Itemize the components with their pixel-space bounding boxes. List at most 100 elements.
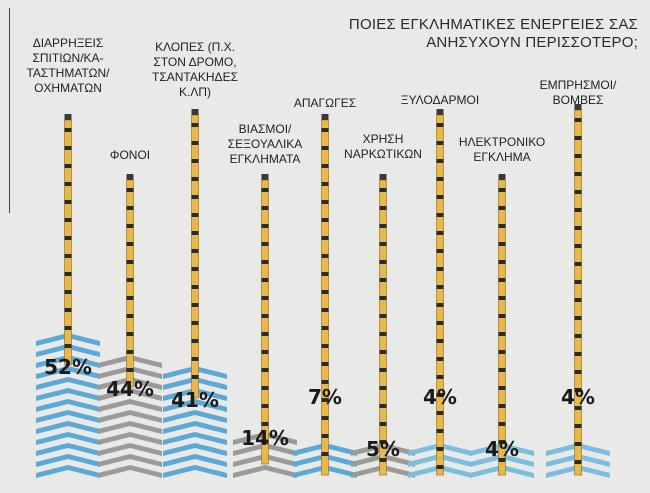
pencil-stripe xyxy=(191,321,199,325)
pencil-stripe xyxy=(379,278,387,282)
pencil-stripe xyxy=(321,218,329,222)
pencil-cap xyxy=(574,104,582,110)
category-label: ΧΡΗΣΗ ΝΑΡΚΩΤΙΚΩΝ xyxy=(344,132,422,162)
category-label-line: ΕΓΚΛΗΜΑΤΑ xyxy=(229,152,301,166)
pencil-stripe xyxy=(321,362,329,366)
chart-title-line-2: ΑΝΗΣΥΧΟΥΝ ΠΕΡΙΣΣΟΤΕΡΟ; xyxy=(426,34,638,51)
category-label: ΑΠΑΓΩΓΕΣ xyxy=(294,96,356,111)
pencil-stripe xyxy=(126,368,134,372)
pencil-stripe xyxy=(261,188,269,192)
pencil-stripe xyxy=(574,244,582,248)
value-label: 4% xyxy=(423,385,457,409)
pencil-stripe xyxy=(379,386,387,390)
pencil-cap xyxy=(64,114,72,120)
pencil-4 xyxy=(321,114,329,476)
pencil-stripe xyxy=(261,242,269,246)
pencil-stripe xyxy=(379,458,387,462)
pencil-body xyxy=(191,114,199,399)
pencil-stripe xyxy=(64,272,72,276)
pencil-cap xyxy=(436,109,444,115)
pencil-stripe xyxy=(126,314,134,318)
pencil-stripe xyxy=(574,172,582,176)
bar-chevron xyxy=(36,454,100,467)
bar-chevron xyxy=(36,388,100,401)
pencil-stripe xyxy=(574,388,582,392)
pencil-stripe xyxy=(191,123,199,127)
category-label-line: ΣΕΞΟΥΑΛΙΚΑ xyxy=(227,137,303,151)
category-label-line: ΝΑΡΚΩΤΙΚΩΝ xyxy=(344,147,422,161)
pencil-stripe xyxy=(436,339,444,343)
bar-chevron xyxy=(98,399,162,412)
category-label-line: ΔΙΑΡΡΗΞΕΙΣ xyxy=(32,36,104,50)
pencil-stripe xyxy=(191,213,199,217)
category-label-line: ΚΛΟΠΕΣ (Π.Χ. xyxy=(155,40,235,54)
pencil-stripe xyxy=(436,249,444,253)
pencil-cap xyxy=(126,174,134,180)
pencil-stripe xyxy=(126,332,134,336)
value-label: 14% xyxy=(241,426,289,450)
bar-chevron xyxy=(163,421,227,434)
pencil-stripe xyxy=(64,290,72,294)
pencil-cap xyxy=(498,174,506,180)
pencil-stripe xyxy=(379,314,387,318)
bar-chevron xyxy=(98,454,162,467)
chart-title: ΠΟΙΕΣ ΕΓΚΛΗΜΑΤΙΚΕΣ ΕΝΕΡΓΕΙΕΣ ΣΑΣ ΑΝΗΣΥΧΟ… xyxy=(338,16,638,52)
pencil-stripe xyxy=(64,128,72,132)
pencil-stripe xyxy=(574,460,582,464)
pencil-stripe xyxy=(498,368,506,372)
pencil-body xyxy=(574,109,582,476)
category-label-line: ΣΤΟΝ ΔΡΟΜΟ, xyxy=(153,55,237,69)
value-label: 41% xyxy=(171,388,219,412)
pencil-stripe xyxy=(574,136,582,140)
value-label: 52% xyxy=(44,355,92,379)
pencil-stripe xyxy=(321,236,329,240)
pencil-stripe xyxy=(436,267,444,271)
category-label: ΞΥΛΟΔΑΡΜΟΙ xyxy=(401,93,479,108)
pencil-stripe xyxy=(191,303,199,307)
pencil-stripe xyxy=(498,260,506,264)
category-label: ΗΛΕΚΤΡΟΝΙΚΟ ΕΓΚΛΗΜΑ xyxy=(459,135,545,165)
category-label-line: ΗΛΕΚΤΡΟΝΙΚΟ xyxy=(458,135,546,149)
pencil-stripe xyxy=(64,182,72,186)
pencil-3 xyxy=(261,174,269,465)
pencil-stripe xyxy=(574,352,582,356)
pencil-stripe xyxy=(379,332,387,336)
pencil-stripe xyxy=(321,182,329,186)
pencil-stripe xyxy=(379,260,387,264)
pencil-stripe xyxy=(191,267,199,271)
category-label-line: ΦΟΝΟΙ xyxy=(109,148,151,162)
pencil-body xyxy=(126,179,134,388)
pencil-stripe xyxy=(436,285,444,289)
pencil-body xyxy=(436,114,444,476)
bar-chevron xyxy=(163,399,227,412)
category-label-line: ΒΟΜΒΕΣ xyxy=(552,93,604,107)
pencil-stripe xyxy=(321,398,329,402)
pencil-cap xyxy=(379,174,387,180)
pencil-stripe xyxy=(126,278,134,282)
chart-title-line-1: ΠΟΙΕΣ ΕΓΚΛΗΜΑΤΙΚΕΣ ΕΝΕΡΓΕΙΕΣ ΣΑΣ xyxy=(348,16,638,33)
pencil-stripe xyxy=(126,206,134,210)
pencil-stripe xyxy=(321,272,329,276)
pencil-stripe xyxy=(191,285,199,289)
pencil-stripe xyxy=(261,314,269,318)
pencil-stripe xyxy=(574,424,582,428)
pencil-stripe xyxy=(498,422,506,426)
category-label-line: ΕΓΚΛΗΜΑ xyxy=(473,150,531,164)
pencil-stripe xyxy=(574,118,582,122)
pencil-stripe xyxy=(191,177,199,181)
category-label: ΦΟΝΟΙ xyxy=(110,148,150,163)
pencil-stripe xyxy=(574,442,582,446)
pencil-stripe xyxy=(261,386,269,390)
pencil-stripe xyxy=(321,344,329,348)
pencil-stripe xyxy=(436,321,444,325)
pencil-stripe xyxy=(436,213,444,217)
bar-chevron xyxy=(36,432,100,445)
pencil-stripe xyxy=(126,224,134,228)
pencil-stripe xyxy=(261,260,269,264)
pencil-6 xyxy=(436,109,444,476)
pencil-stripe xyxy=(574,280,582,284)
category-label-line: ΕΜΠΡΗΣΜΟΙ/ xyxy=(539,78,617,92)
pencil-7 xyxy=(498,174,506,476)
pencil-stripe xyxy=(436,465,444,469)
